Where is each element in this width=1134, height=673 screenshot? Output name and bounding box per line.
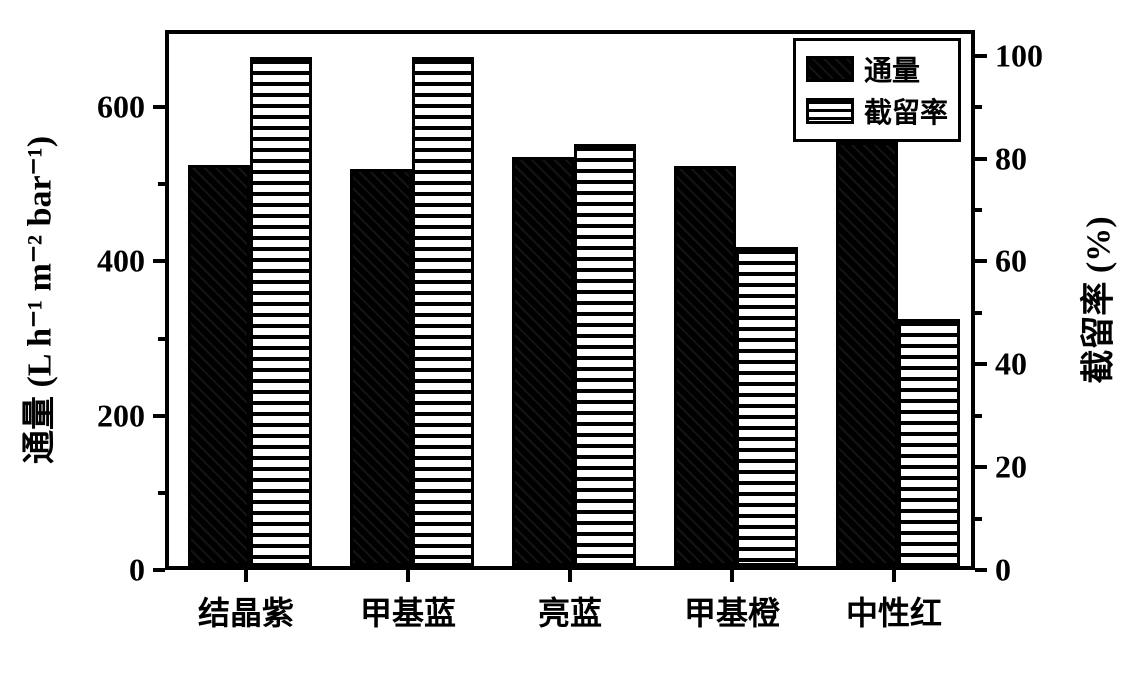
right-tick-minor xyxy=(975,105,982,109)
legend-item-flux: 通量 xyxy=(806,49,948,89)
bar-retention xyxy=(250,57,312,566)
category-label: 中性红 xyxy=(846,588,942,634)
right-tick-major xyxy=(975,362,987,366)
left-tick-major xyxy=(153,259,165,263)
right-tick-minor xyxy=(975,414,982,418)
left-tick-major xyxy=(153,568,165,572)
bar-retention xyxy=(898,319,960,566)
right-tick-label: 60 xyxy=(995,243,1027,280)
bar-flux xyxy=(188,165,250,566)
left-tick-minor xyxy=(158,491,165,495)
category-tick xyxy=(244,570,248,582)
left-tick-major xyxy=(153,414,165,418)
figure: 通量 (L h⁻¹ m⁻² bar⁻¹) 截留率 (%) 通量 截留率 0200… xyxy=(0,0,1134,673)
category-tick xyxy=(892,570,896,582)
bar-flux xyxy=(836,142,898,566)
left-tick-minor xyxy=(158,182,165,186)
category-label: 亮蓝 xyxy=(538,588,602,634)
left-tick-major xyxy=(153,105,165,109)
legend: 通量 截留率 xyxy=(793,38,961,142)
category-tick xyxy=(406,570,410,582)
y-axis-right-label: 截留率 (%) xyxy=(1071,216,1120,383)
left-tick-label: 0 xyxy=(0,552,145,589)
right-tick-label: 0 xyxy=(995,552,1011,589)
legend-label-retention: 截留率 xyxy=(864,91,948,131)
left-tick-label: 400 xyxy=(0,243,145,280)
right-tick-label: 40 xyxy=(995,346,1027,383)
legend-swatch-striped xyxy=(806,98,854,124)
right-tick-minor xyxy=(975,208,982,212)
right-tick-major xyxy=(975,259,987,263)
bar-retention xyxy=(574,144,636,566)
bar-flux xyxy=(674,166,736,566)
legend-swatch-solid xyxy=(806,56,854,82)
category-label: 甲基橙 xyxy=(684,588,780,634)
bar-retention xyxy=(736,247,798,566)
right-tick-label: 100 xyxy=(995,37,1043,74)
left-tick-label: 600 xyxy=(0,89,145,126)
right-tick-minor xyxy=(975,517,982,521)
legend-item-retention: 截留率 xyxy=(806,91,948,131)
right-tick-minor xyxy=(975,311,982,315)
category-label: 甲基蓝 xyxy=(360,588,456,634)
left-tick-minor xyxy=(158,337,165,341)
right-tick-major xyxy=(975,54,987,58)
right-tick-label: 80 xyxy=(995,140,1027,177)
category-tick xyxy=(568,570,572,582)
right-tick-label: 20 xyxy=(995,449,1027,486)
right-tick-major xyxy=(975,568,987,572)
category-tick xyxy=(730,570,734,582)
left-tick-label: 200 xyxy=(0,397,145,434)
category-label: 结晶紫 xyxy=(198,588,294,634)
right-tick-major xyxy=(975,465,987,469)
bar-retention xyxy=(412,57,474,566)
right-tick-major xyxy=(975,157,987,161)
bar-flux xyxy=(512,157,574,566)
bar-flux xyxy=(350,169,412,566)
legend-label-flux: 通量 xyxy=(864,49,920,89)
